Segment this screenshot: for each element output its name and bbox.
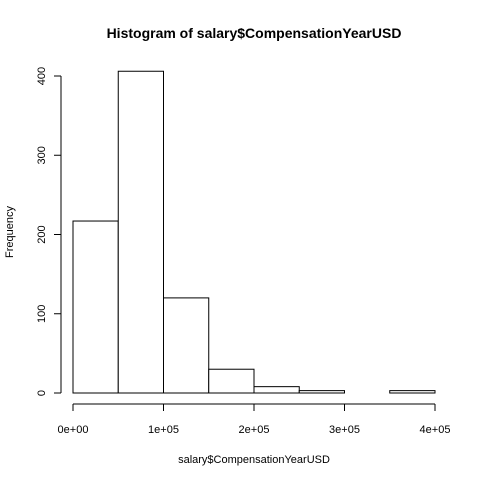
x-tick-label-4: 3e+05 — [329, 424, 360, 436]
x-tick-label-1: 0e+00 — [58, 424, 89, 436]
bars-layer — [72, 70, 436, 394]
y-tick-label-4: 300 — [36, 146, 48, 164]
histogram-bar-2 — [117, 70, 164, 394]
x-axis: 0e+00 1e+05 2e+05 3e+05 4e+05 — [58, 403, 451, 436]
x-tick-label-5: 4e+05 — [420, 424, 451, 436]
histogram-bar-5 — [253, 386, 300, 394]
y-axis: 0 100 200 300 400 — [36, 67, 62, 396]
histogram-bar-1 — [72, 220, 119, 394]
y-tick-label-2: 100 — [36, 305, 48, 323]
x-tick-label-2: 1e+05 — [148, 424, 179, 436]
x-axis-label: salary$CompensationYearUSD — [178, 454, 330, 466]
x-tick-label-3: 2e+05 — [239, 424, 270, 436]
chart-title: Histogram of salary$CompensationYearUSD — [107, 25, 402, 41]
y-tick-label-3: 200 — [36, 225, 48, 243]
histogram-bar-3 — [163, 297, 210, 394]
y-tick-label-5: 400 — [36, 67, 48, 85]
histogram-bar-6 — [298, 390, 345, 394]
histogram-bar-4 — [208, 368, 255, 394]
y-axis-label: Frequency — [4, 206, 16, 258]
y-tick-label-1: 0 — [36, 390, 48, 396]
histogram-bar-8 — [389, 390, 436, 394]
